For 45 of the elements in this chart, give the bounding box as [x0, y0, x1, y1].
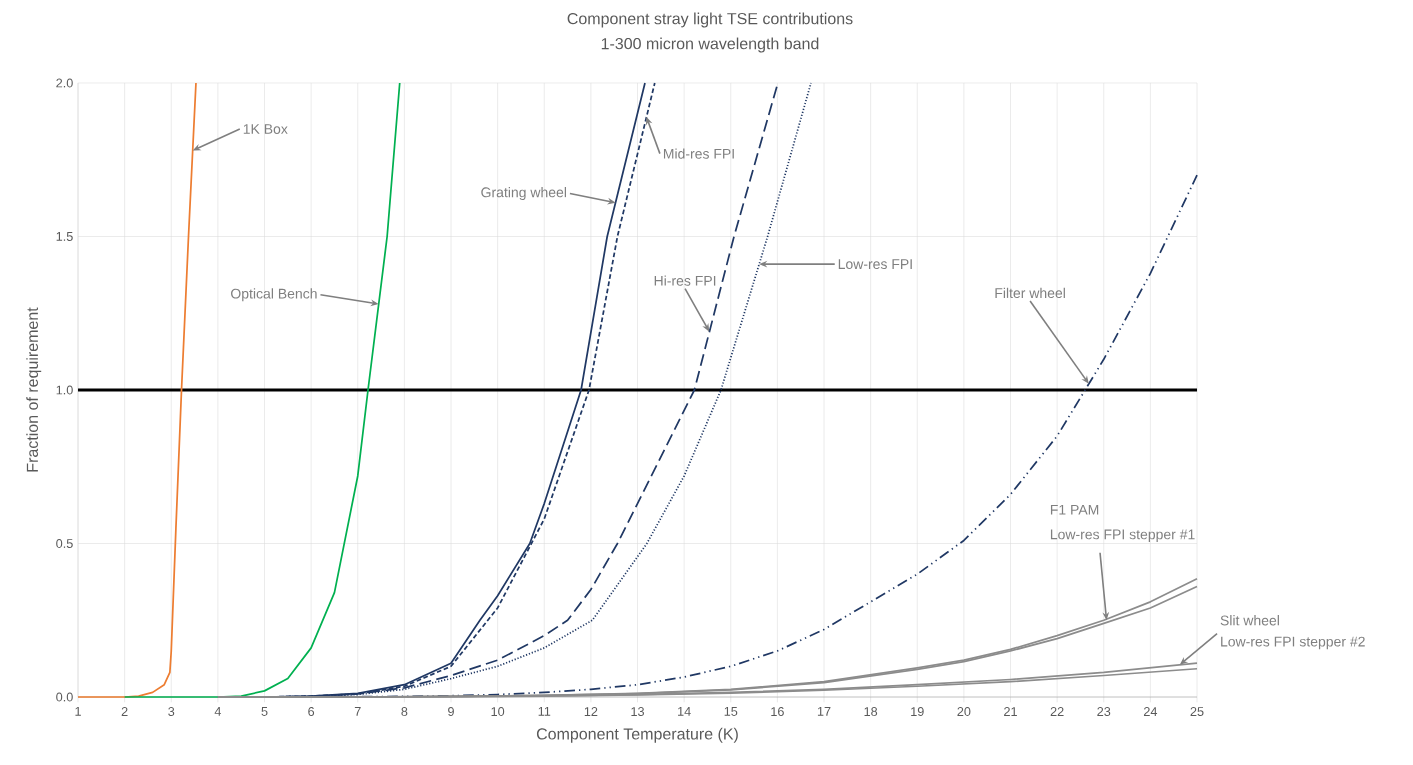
x-tick-label: 4 [214, 707, 222, 716]
x-tick-label: 16 [771, 707, 784, 717]
x-tick-label: 2 [121, 707, 128, 716]
x-tick-label: 24 [1143, 707, 1158, 716]
y-tick-label: 1.5 [56, 232, 73, 241]
annotation: Mid-res FPI [663, 148, 734, 159]
x-tick-label: 19 [911, 707, 924, 717]
x-tick-label: 20 [957, 707, 971, 717]
y-axis-title: Fraction of requirement [26, 307, 42, 472]
annotation: Low-res FPI stepper #1 [1050, 529, 1195, 543]
x-tick-label: 14 [678, 707, 691, 716]
annotation: Filter wheel [995, 287, 1065, 299]
x-tick-label: 25 [1190, 707, 1204, 717]
y-tick-label: 0.5 [56, 539, 73, 548]
x-axis-title: Component Temperature (K) [536, 727, 738, 743]
x-tick-label: 10 [491, 707, 505, 717]
x-tick-label: 13 [631, 707, 644, 717]
annotation: Grating wheel [481, 187, 567, 201]
text: Slit wheel [1220, 615, 1279, 626]
annotation: F1 PAM [1050, 504, 1099, 515]
annotation: 1K Box [243, 124, 288, 134]
x-tick-label: 17 [817, 707, 831, 716]
x-tick-label: 22 [1050, 707, 1064, 716]
y-tick-label: 0.0 [56, 692, 73, 702]
x-tick-label: 21 [1004, 707, 1017, 716]
x-tick-label: 15 [724, 707, 738, 716]
chart-subtitle: 1-300 micron wavelength band [601, 37, 819, 53]
x-tick-label: 23 [1097, 707, 1111, 717]
x-tick-label: 5 [261, 707, 268, 716]
x-tick-label: 7 [354, 707, 361, 716]
x-tick-label: 18 [864, 707, 878, 717]
annotation: Low-res FPI [838, 259, 912, 270]
annotation: Hi-res FPI [654, 275, 716, 286]
x-tick-label: 3 [168, 707, 175, 717]
x-tick-label: 1 [75, 707, 81, 716]
x-tick-label: 6 [308, 707, 315, 717]
annotation: Low-res FPI stepper #2 [1221, 636, 1365, 650]
y-tick-label: 1.0 [56, 385, 73, 395]
y-tick-label: 2.0 [56, 78, 73, 88]
chart-title: Component stray light TSE contributions [567, 12, 853, 28]
x-tick-label: 8 [401, 707, 408, 717]
x-tick-label: 11 [538, 707, 551, 716]
annotation: Optical Bench [231, 288, 317, 302]
x-tick-label: 12 [584, 707, 598, 716]
x-tick-label: 9 [448, 707, 454, 717]
